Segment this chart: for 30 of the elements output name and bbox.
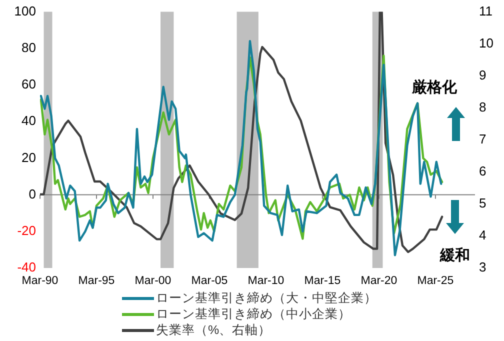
legend-label: 失業率（%、右軸） xyxy=(156,322,272,338)
y-tick-label: 20 xyxy=(22,150,36,165)
x-tick-label: Mar-15 xyxy=(304,275,341,288)
x-tick-label: Mar-00 xyxy=(134,275,172,288)
y2-tick-label: 10 xyxy=(479,35,494,50)
x-tick-label: Mar-20 xyxy=(360,275,398,288)
y-tick-label: 0 xyxy=(28,186,36,202)
y-tick-label: 40 xyxy=(22,113,36,128)
y-tick-label: -20 xyxy=(17,222,36,238)
x-tick-label: Mar-90 xyxy=(22,275,58,288)
y2-tick-label: 8 xyxy=(479,99,486,114)
y2-tick-label: 4 xyxy=(479,228,486,243)
y2-tick-label: 7 xyxy=(479,131,486,146)
y2-tick-label: 6 xyxy=(479,164,486,179)
legend-label: ローン基準引き締め（大・中堅企業） xyxy=(156,290,377,306)
y-tick-label: -40 xyxy=(17,260,36,275)
x-tick-label: Mar-05 xyxy=(191,275,228,288)
legend-label: ローン基準引き締め（中小企業） xyxy=(156,306,351,322)
y-tick-label: 100 xyxy=(14,3,36,18)
y-tick-label: 60 xyxy=(22,76,36,92)
y-tick-label: 80 xyxy=(22,40,36,55)
x-tick-label: Mar-10 xyxy=(248,275,284,288)
y2-tick-label: 3 xyxy=(479,260,486,275)
y2-tick-label: 5 xyxy=(479,196,486,211)
y2-tick-label: 11 xyxy=(479,3,492,18)
y2-tick-label: 9 xyxy=(479,67,486,82)
annotation: 厳格化 xyxy=(412,78,457,97)
annotation: 緩和 xyxy=(440,246,470,265)
x-tick-label: Mar-95 xyxy=(78,275,115,288)
x-tick-label: Mar-25 xyxy=(417,275,454,288)
